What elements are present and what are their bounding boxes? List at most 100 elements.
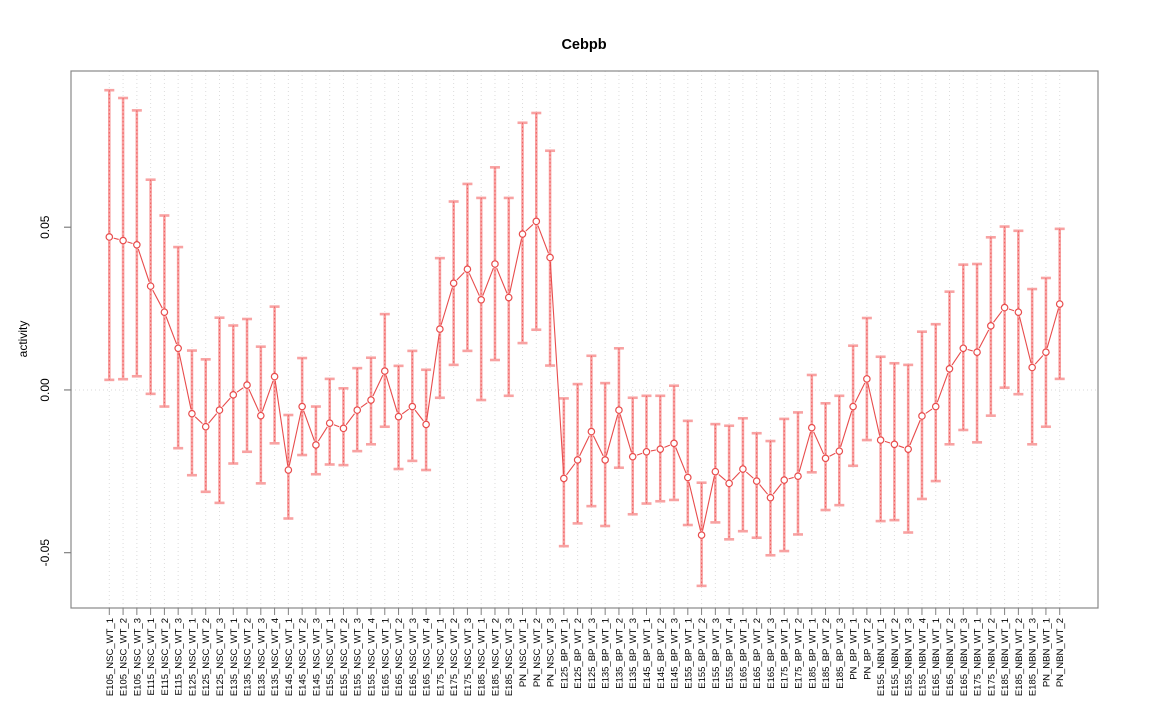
- x-tick-label: E185_NSC_WT_2: [490, 618, 501, 696]
- series-segment: [884, 440, 891, 444]
- data-point: [449, 279, 458, 287]
- data-point: [766, 493, 775, 502]
- series-segment: [867, 383, 881, 436]
- data-point: [353, 406, 362, 414]
- series-segment: [288, 410, 302, 466]
- x-tick-label: E145_NSC_WT_1: [284, 618, 295, 696]
- series-segment: [208, 413, 218, 424]
- x-tick-label: PN_NSC_WT_2: [532, 618, 543, 687]
- data-point: [670, 439, 678, 448]
- data-point: [1014, 308, 1023, 316]
- data-point: [119, 236, 127, 245]
- data-point: [1028, 363, 1036, 372]
- data-point: [380, 367, 389, 375]
- data-point: [711, 467, 720, 476]
- data-point: [532, 217, 541, 226]
- data-point: [1042, 348, 1050, 356]
- series-segment: [248, 388, 260, 412]
- x-tick-label: PN_NBN_WT_2: [1055, 618, 1066, 687]
- x-tick-label: E165_NBN_WT_2: [945, 618, 956, 696]
- series-segment: [813, 431, 825, 455]
- series-segment: [509, 238, 523, 294]
- data-point: [601, 456, 609, 464]
- series-segment: [701, 475, 715, 531]
- x-tick-label: E185_NSC_WT_3: [504, 618, 515, 696]
- x-tick-label: E175_NBN_WT_1: [973, 618, 984, 696]
- data-point: [752, 477, 761, 485]
- x-tick-label: E125_NSC_WT_2: [201, 618, 212, 696]
- series-segment: [496, 267, 508, 294]
- x-tick-label: E175_NSC_WT_1: [435, 618, 446, 696]
- data-point: [931, 402, 940, 411]
- series-segment: [345, 413, 355, 426]
- x-tick-label: E185_NBN_WT_1: [1000, 618, 1011, 696]
- x-tick-label: E155_NBN_WT_4: [917, 618, 928, 696]
- x-tick-label: E155_NSC_WT_3: [353, 618, 364, 696]
- data-point: [436, 325, 444, 333]
- x-tick-label: E185_BP_WT_1: [807, 618, 818, 689]
- series-segment: [303, 410, 315, 441]
- x-tick-label: E165_NSC_WT_3: [408, 618, 419, 696]
- x-tick-label: E165_BP_WT_2: [752, 618, 763, 689]
- x-tick-label: E135_NSC_WT_2: [243, 618, 254, 696]
- data-point: [945, 364, 954, 373]
- data-point: [615, 406, 623, 414]
- x-tick-label: E145_BP_WT_2: [656, 618, 667, 689]
- data-point: [394, 412, 403, 421]
- data-point: [573, 456, 582, 464]
- x-tick-label: E185_BP_WT_2: [821, 618, 832, 689]
- series-segment: [537, 225, 549, 254]
- x-tick-label: E165_NBN_WT_1: [931, 618, 942, 696]
- series-segment: [236, 387, 244, 393]
- x-tick-label: E185_NBN_WT_3: [1028, 618, 1039, 696]
- data-point: [312, 441, 320, 449]
- chart-title: Cebpb: [561, 37, 606, 53]
- series-segment: [440, 287, 453, 325]
- data-point: [491, 260, 499, 268]
- series-segment: [688, 481, 702, 531]
- data-point: [518, 230, 527, 238]
- data-point: [325, 419, 334, 427]
- series-segment: [1046, 308, 1059, 349]
- series-segment: [909, 419, 921, 446]
- series-segment: [772, 483, 782, 495]
- data-point: [780, 476, 789, 484]
- x-tick-label: E175_NSC_WT_2: [449, 618, 460, 696]
- x-tick-label: E155_NBN_WT_3: [904, 618, 915, 696]
- data-point: [628, 452, 637, 461]
- data-layer: [104, 88, 1065, 588]
- series-segment: [854, 382, 866, 403]
- series-segment: [274, 380, 289, 466]
- data-point: [1000, 303, 1009, 312]
- series-segment: [178, 352, 192, 410]
- data-point: [298, 402, 306, 411]
- x-tick-label: E125_NSC_WT_1: [187, 618, 198, 696]
- data-point: [215, 406, 224, 414]
- data-point: [807, 423, 816, 432]
- x-tick-label: E135_BP_WT_3: [628, 618, 639, 689]
- plot-border: [70, 70, 1099, 609]
- x-tick-label: PN_BP_WT_2: [862, 618, 873, 680]
- data-point: [697, 531, 706, 539]
- data-point: [890, 440, 899, 449]
- x-tick-label: E175_NSC_WT_3: [463, 618, 474, 696]
- series-segment: [222, 397, 231, 408]
- data-point: [835, 447, 844, 455]
- data-point: [201, 422, 210, 431]
- series-segment: [333, 424, 340, 428]
- x-tick-label: E155_BP_WT_4: [725, 618, 736, 689]
- data-point: [477, 295, 485, 304]
- series-segment: [360, 402, 368, 408]
- series-segment: [1018, 316, 1032, 364]
- series-segment: [372, 374, 384, 397]
- series-segment: [414, 409, 424, 422]
- data-point: [560, 474, 568, 483]
- x-tick-label: E175_BP_WT_1: [780, 618, 791, 689]
- x-tick-label: E155_NBN_WT_2: [890, 618, 901, 696]
- series-segment: [829, 452, 836, 457]
- data-point: [160, 308, 169, 316]
- data-point: [904, 445, 912, 453]
- series-segment: [401, 408, 410, 415]
- series-segment: [194, 416, 203, 425]
- data-point: [863, 375, 871, 383]
